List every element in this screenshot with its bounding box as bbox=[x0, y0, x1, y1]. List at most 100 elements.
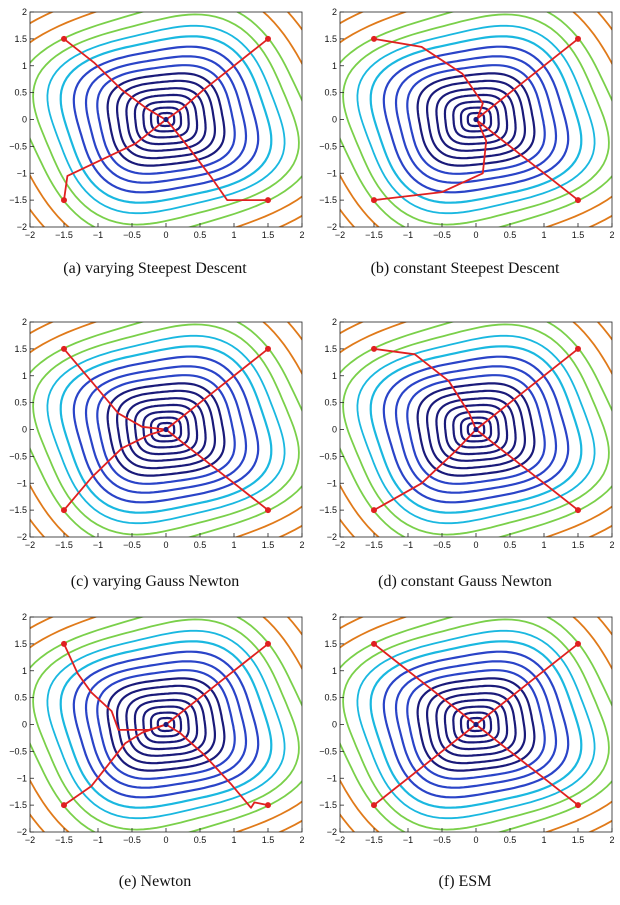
contour-level-8 bbox=[96, 64, 236, 175]
path-series-2 bbox=[165, 643, 269, 726]
x-tick-label: 1.5 bbox=[572, 835, 585, 845]
contour-level-12 bbox=[356, 629, 596, 820]
y-tick-label: −2 bbox=[327, 827, 337, 837]
optimization-paths bbox=[373, 38, 579, 201]
contour-level-8 bbox=[406, 669, 546, 780]
contour-level-7 bbox=[416, 72, 536, 167]
path-series-2 bbox=[165, 38, 269, 121]
y-tick-label: 1.5 bbox=[14, 639, 27, 649]
start-point-marker-1 bbox=[61, 345, 67, 352]
contour-level-4 bbox=[443, 403, 509, 456]
y-tick-label: −2 bbox=[327, 222, 337, 232]
start-point-marker-3 bbox=[61, 197, 67, 204]
x-tick-label: 1.5 bbox=[572, 230, 585, 240]
target-point-marker bbox=[163, 116, 169, 123]
x-tick-label: 0.5 bbox=[194, 540, 207, 550]
y-tick-label: −0.5 bbox=[319, 451, 337, 461]
start-point-marker-2 bbox=[265, 345, 271, 352]
optimization-paths bbox=[373, 643, 579, 806]
x-tick-label: 0.5 bbox=[504, 230, 517, 240]
y-tick-label: 0.5 bbox=[14, 398, 27, 408]
x-tick-label: −1 bbox=[403, 230, 413, 240]
contour-plot-b: −2 −1.5 −1 −0.5 0 0.5 1 1.5 2 2 1.5 1 0.5 0 −0.5 −1 −1.5… bbox=[319, 7, 614, 240]
panel-c: −2 −1.5 −1 −0.5 0 0.5 1 1.5 2 2 1.5 1 0.5 0 −0.5 −1 −1.5… bbox=[0, 310, 310, 610]
x-tick-label: −0.5 bbox=[123, 540, 141, 550]
contour-level-12 bbox=[46, 24, 286, 215]
y-tick-label: 0 bbox=[332, 115, 337, 125]
y-tick-label: 1.5 bbox=[14, 344, 27, 354]
contour-level-5 bbox=[125, 397, 207, 462]
y-tick-label: 1 bbox=[332, 666, 337, 676]
contour-level-9 bbox=[394, 365, 558, 494]
y-tick-label: 0 bbox=[332, 425, 337, 435]
x-tick-label: −1 bbox=[403, 540, 413, 550]
contour-level-4 bbox=[443, 698, 509, 751]
x-tick-label: 2 bbox=[299, 230, 304, 240]
contour-level-6 bbox=[426, 684, 526, 765]
x-tick-label: −1 bbox=[93, 835, 103, 845]
contour-level-7 bbox=[416, 677, 536, 772]
path-series-1 bbox=[373, 643, 477, 726]
y-tick-label: 1 bbox=[332, 371, 337, 381]
y-tick-label: 2 bbox=[332, 7, 337, 17]
contour-level-1 bbox=[156, 716, 176, 733]
x-tick-label: −0.5 bbox=[433, 835, 451, 845]
contour-lines bbox=[340, 322, 612, 537]
contour-level-3 bbox=[452, 410, 500, 449]
contour-level-11 bbox=[369, 345, 583, 514]
x-tick-label: −0.5 bbox=[123, 835, 141, 845]
y-tick-label: −1.5 bbox=[9, 195, 27, 205]
contour-plot-c: −2 −1.5 −1 −0.5 0 0.5 1 1.5 2 2 1.5 1 0.5 0 −0.5 −1 −1.5… bbox=[9, 317, 304, 550]
optimization-paths bbox=[63, 348, 269, 511]
contour-level-2 bbox=[459, 711, 493, 738]
x-tick-label: 0 bbox=[473, 230, 478, 240]
x-tick-label: −1.5 bbox=[55, 230, 73, 240]
contour-level-1 bbox=[466, 111, 486, 128]
start-point-marker-4 bbox=[575, 802, 581, 809]
x-tick-label: 1 bbox=[231, 835, 236, 845]
contour-level-9 bbox=[84, 660, 248, 789]
contour-level-9 bbox=[394, 55, 558, 184]
y-tick-label: 0 bbox=[22, 115, 27, 125]
path-series-3 bbox=[63, 723, 167, 806]
contour-level-2 bbox=[459, 416, 493, 443]
contour-level-2 bbox=[459, 106, 493, 133]
x-tick-label: −2 bbox=[25, 835, 35, 845]
y-tick-label: 2 bbox=[22, 7, 27, 17]
contour-lines bbox=[30, 322, 302, 537]
contour-level-11 bbox=[59, 640, 273, 809]
y-tick-label: 0.5 bbox=[14, 88, 27, 98]
x-tick-label: 2 bbox=[609, 230, 614, 240]
contour-level-13 bbox=[342, 323, 610, 536]
start-point-marker-3 bbox=[371, 507, 377, 514]
contour-level-9 bbox=[84, 55, 248, 184]
caption-d: (d) constant Gauss Newton bbox=[378, 573, 552, 590]
x-tick-label: −2 bbox=[335, 540, 345, 550]
panel-e: −2 −1.5 −1 −0.5 0 0.5 1 1.5 2 2 1.5 1 0.5 0 −0.5 −1 −1.5… bbox=[0, 605, 310, 905]
caption-a: (a) varying Steepest Descent bbox=[63, 260, 247, 277]
x-tick-label: −1 bbox=[93, 540, 103, 550]
contour-level-10 bbox=[72, 45, 260, 194]
y-tick-label: −1.5 bbox=[319, 505, 337, 515]
contour-level-8 bbox=[406, 374, 546, 485]
contour-level-6 bbox=[426, 79, 526, 160]
y-tick-label: −1 bbox=[17, 478, 27, 488]
contour-level-5 bbox=[125, 87, 207, 152]
contour-plot-a: −2 −1.5 −1 −0.5 0 0.5 1 1.5 2 2 1.5 1 0.5 0 −0.5 −1 −1.5… bbox=[9, 7, 304, 240]
y-tick-label: −1 bbox=[17, 773, 27, 783]
contour-lines bbox=[340, 12, 612, 227]
y-tick-label: 2 bbox=[22, 612, 27, 622]
x-tick-label: 2 bbox=[299, 835, 304, 845]
path-series-1 bbox=[63, 348, 167, 431]
x-tick-label: −1 bbox=[93, 230, 103, 240]
start-point-marker-3 bbox=[61, 802, 67, 809]
x-tick-label: 0.5 bbox=[504, 835, 517, 845]
target-point-marker bbox=[163, 426, 169, 433]
y-tick-label: 0 bbox=[22, 720, 27, 730]
contour-level-5 bbox=[435, 87, 517, 152]
contour-level-12 bbox=[356, 24, 596, 215]
target-point-marker bbox=[163, 721, 169, 728]
y-tick-label: −1.5 bbox=[319, 800, 337, 810]
contour-plot-f: −2 −1.5 −1 −0.5 0 0.5 1 1.5 2 2 1.5 1 0.5 0 −0.5 −1 −1.5… bbox=[319, 612, 614, 845]
contour-level-6 bbox=[116, 79, 216, 160]
